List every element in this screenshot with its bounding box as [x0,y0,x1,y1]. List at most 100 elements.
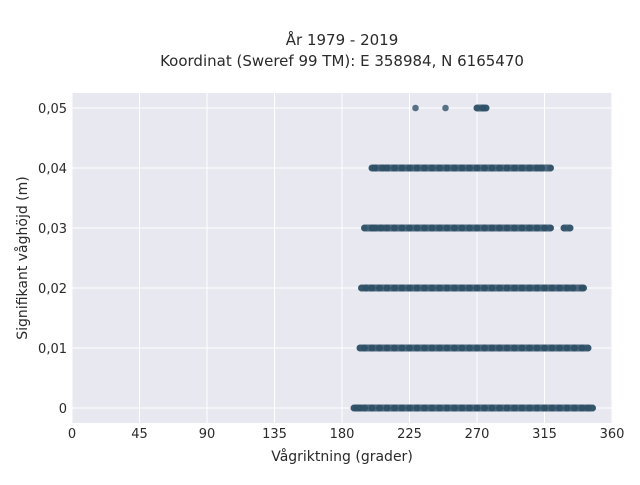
x-tick-label: 45 [131,427,148,442]
data-point [548,404,556,412]
data-point [511,164,518,172]
data-point [391,224,398,232]
data-point [451,164,458,172]
data-point [436,284,443,292]
data-point [398,404,406,412]
data-point [569,284,577,292]
data-point [548,344,556,352]
data-point [563,344,571,352]
data-point [368,404,376,412]
grid-lines [71,93,613,423]
data-point [428,224,436,232]
data-point [391,284,398,292]
data-point [526,164,533,172]
data-point [376,404,383,412]
data-point [496,404,503,412]
data-point [421,404,428,412]
data-point [398,284,406,292]
data-point [383,284,391,292]
data-point [496,224,503,232]
data-point [526,224,533,232]
data-point [466,404,473,412]
data-point [421,284,428,292]
chart-subtitle: Koordinat (Sweref 99 TM): E 358984, N 61… [160,52,524,70]
data-point [383,224,391,232]
data-point [503,224,511,232]
data-point [368,344,376,352]
data-point [481,284,488,292]
data-point [511,404,518,412]
x-tick-label: 90 [199,427,216,442]
data-point [398,164,406,172]
data-point [371,224,379,232]
data-point [413,284,421,292]
data-point [566,224,574,232]
data-point [556,284,563,292]
data-point [421,344,428,352]
data-point [406,404,413,412]
data-point [563,284,571,292]
data-point [391,164,398,172]
data-point [458,224,466,232]
data-point [406,164,413,172]
data-point [547,224,554,232]
y-tick-label: 0,02 [38,282,67,297]
data-point [391,344,398,352]
data-point [398,224,406,232]
data-point [538,164,545,172]
data-point [488,404,496,412]
data-point [578,404,586,412]
x-axis-ticks: 0 45 90 135 180 225 270 315 360 [68,427,625,442]
data-point [451,224,458,232]
x-tick-label: 315 [532,427,557,442]
data-point [413,404,421,412]
data-point [466,224,473,232]
data-point [398,344,406,352]
data-point [473,224,481,232]
data-point [571,404,578,412]
data-point [383,404,391,412]
data-point [473,404,481,412]
data-point [473,164,481,172]
x-axis-label: Vågriktning (grader) [271,448,413,465]
data-point [413,344,421,352]
data-point [533,344,541,352]
data-point [406,284,413,292]
data-point [488,344,496,352]
data-point [533,404,541,412]
data-point [443,404,451,412]
data-point [488,164,496,172]
x-tick-label: 360 [600,427,625,442]
y-tick-label: 0,03 [38,222,67,237]
data-point [436,404,443,412]
data-point [488,284,496,292]
y-tick-label: 0,04 [38,162,67,177]
data-point [443,344,451,352]
data-point [548,284,556,292]
data-point [473,104,481,112]
data-point [376,344,383,352]
data-point [481,164,488,172]
data-point [428,344,436,352]
data-point [412,104,419,112]
data-point [428,404,436,412]
data-point [361,404,368,412]
data-point [428,164,436,172]
x-tick-label: 180 [330,427,355,442]
data-point [511,284,518,292]
y-tick-label: 0,05 [38,102,67,117]
data-point [482,104,490,112]
data-point [503,284,511,292]
data-point [511,344,518,352]
data-point [458,284,466,292]
data-point [503,164,511,172]
data-point [436,224,443,232]
data-point [443,284,451,292]
data-point [466,284,473,292]
data-point [580,284,587,292]
y-tick-label: 0,01 [38,342,67,357]
data-point [451,344,458,352]
data-point [368,284,376,292]
data-point [458,404,466,412]
data-point [518,404,526,412]
